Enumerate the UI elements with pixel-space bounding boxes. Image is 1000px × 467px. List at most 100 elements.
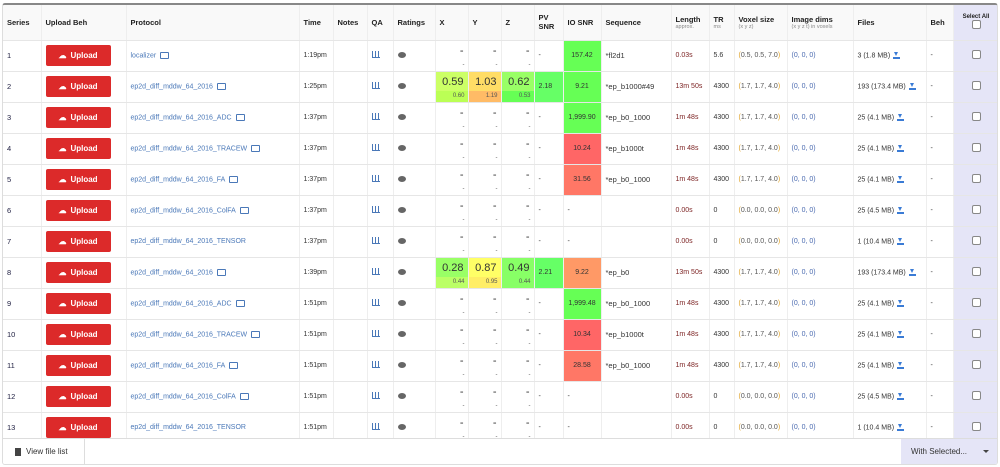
- chart-icon[interactable]: [371, 144, 380, 151]
- viewer-icon[interactable]: [239, 206, 249, 214]
- viewer-icon[interactable]: [251, 330, 261, 338]
- upload-button[interactable]: ☁ Upload: [45, 355, 111, 376]
- download-icon[interactable]: [897, 330, 905, 338]
- upload-button[interactable]: ☁ Upload: [45, 45, 111, 66]
- chart-icon[interactable]: [371, 299, 380, 306]
- chart-icon[interactable]: [371, 423, 380, 430]
- row-checkbox[interactable]: [971, 298, 981, 307]
- chart-icon[interactable]: [371, 268, 380, 275]
- viewer-icon[interactable]: [235, 113, 245, 121]
- protocol-link[interactable]: ep2d_diff_mddw_64_2016_ColFA: [130, 207, 236, 215]
- row-checkbox[interactable]: [971, 205, 981, 214]
- row-checkbox[interactable]: [971, 267, 981, 276]
- download-icon[interactable]: [897, 237, 905, 245]
- chart-icon[interactable]: [371, 392, 380, 399]
- comment-icon[interactable]: [397, 175, 406, 182]
- row-checkbox[interactable]: [971, 143, 981, 152]
- chart-icon[interactable]: [371, 175, 380, 182]
- select-all-checkbox[interactable]: [971, 19, 981, 29]
- with-selected-dropdown[interactable]: With Selected...: [901, 439, 997, 464]
- comment-icon[interactable]: [397, 144, 406, 151]
- upload-button[interactable]: ☁ Upload: [45, 324, 111, 345]
- protocol-link[interactable]: ep2d_diff_mddw_64_2016_TRACEW: [130, 331, 248, 339]
- download-icon[interactable]: [897, 144, 905, 152]
- chart-icon[interactable]: [371, 237, 380, 244]
- viewer-icon[interactable]: [216, 82, 226, 90]
- protocol-link[interactable]: localizer: [130, 52, 157, 60]
- upload-button[interactable]: ☁ Upload: [45, 107, 111, 128]
- chart-icon[interactable]: [371, 361, 380, 368]
- upload-button[interactable]: ☁ Upload: [45, 169, 111, 190]
- row-checkbox[interactable]: [971, 391, 981, 400]
- row-checkbox[interactable]: [971, 174, 981, 183]
- row-checkbox[interactable]: [971, 81, 981, 90]
- upload-button[interactable]: ☁ Upload: [45, 386, 111, 407]
- download-icon[interactable]: [897, 299, 905, 307]
- protocol-link[interactable]: ep2d_diff_mddw_64_2016: [130, 83, 213, 91]
- protocol-link[interactable]: ep2d_diff_mddw_64_2016_FA: [130, 362, 226, 370]
- viewer-icon[interactable]: [216, 268, 226, 276]
- notes[interactable]: [333, 71, 368, 103]
- comment-icon[interactable]: [397, 51, 406, 58]
- protocol-link[interactable]: ep2d_diff_mddw_64_2016_FA: [130, 176, 226, 184]
- comment-icon[interactable]: [397, 206, 406, 213]
- view-file-list-button[interactable]: View file list: [3, 439, 85, 464]
- protocol-link[interactable]: ep2d_diff_mddw_64_2016_ColFA: [130, 393, 236, 401]
- viewer-icon[interactable]: [251, 144, 261, 152]
- download-icon[interactable]: [893, 51, 901, 59]
- download-icon[interactable]: [897, 423, 905, 431]
- chart-icon[interactable]: [371, 206, 380, 213]
- col-protocol[interactable]: Protocol: [126, 5, 300, 41]
- upload-button[interactable]: ☁ Upload: [45, 293, 111, 314]
- notes[interactable]: [333, 288, 368, 320]
- row-checkbox[interactable]: [971, 50, 981, 59]
- notes[interactable]: [333, 40, 368, 72]
- download-icon[interactable]: [897, 113, 905, 121]
- notes[interactable]: [333, 195, 368, 227]
- protocol-link[interactable]: ep2d_diff_mddw_64_2016_ADC: [130, 300, 232, 308]
- upload-button[interactable]: ☁ Upload: [45, 417, 111, 438]
- notes[interactable]: [333, 133, 368, 165]
- viewer-icon[interactable]: [160, 51, 170, 59]
- notes[interactable]: [333, 257, 368, 289]
- notes[interactable]: [333, 350, 368, 382]
- row-checkbox[interactable]: [971, 236, 981, 245]
- viewer-icon[interactable]: [235, 299, 245, 307]
- download-icon[interactable]: [908, 82, 916, 90]
- chart-icon[interactable]: [371, 51, 380, 58]
- col-time[interactable]: Time: [299, 5, 334, 41]
- download-icon[interactable]: [908, 268, 916, 276]
- upload-button[interactable]: ☁ Upload: [45, 231, 111, 252]
- comment-icon[interactable]: [397, 113, 406, 120]
- upload-button[interactable]: ☁ Upload: [45, 262, 111, 283]
- row-checkbox[interactable]: [971, 360, 981, 369]
- row-checkbox[interactable]: [971, 112, 981, 121]
- row-checkbox[interactable]: [971, 422, 981, 431]
- col-series[interactable]: Series: [3, 5, 42, 41]
- comment-icon[interactable]: [397, 237, 406, 244]
- download-icon[interactable]: [897, 175, 905, 183]
- protocol-link[interactable]: ep2d_diff_mddw_64_2016_TRACEW: [130, 145, 248, 153]
- notes[interactable]: [333, 226, 368, 258]
- comment-icon[interactable]: [397, 268, 406, 275]
- download-icon[interactable]: [897, 206, 905, 214]
- comment-icon[interactable]: [397, 299, 406, 306]
- protocol-link[interactable]: ep2d_diff_mddw_64_2016: [130, 269, 213, 277]
- upload-button[interactable]: ☁ Upload: [45, 200, 111, 221]
- notes[interactable]: [333, 319, 368, 351]
- download-icon[interactable]: [897, 361, 905, 369]
- row-checkbox[interactable]: [971, 329, 981, 338]
- protocol-link[interactable]: ep2d_diff_mddw_64_2016_TENSOR: [130, 424, 246, 431]
- chart-icon[interactable]: [371, 113, 380, 120]
- comment-icon[interactable]: [397, 361, 406, 368]
- notes[interactable]: [333, 164, 368, 196]
- comment-icon[interactable]: [397, 330, 406, 337]
- notes[interactable]: [333, 102, 368, 134]
- viewer-icon[interactable]: [229, 175, 239, 183]
- chart-icon[interactable]: [371, 82, 380, 89]
- protocol-link[interactable]: ep2d_diff_mddw_64_2016_TENSOR: [130, 238, 246, 245]
- comment-icon[interactable]: [397, 82, 406, 89]
- viewer-icon[interactable]: [229, 361, 239, 369]
- protocol-link[interactable]: ep2d_diff_mddw_64_2016_ADC: [130, 114, 232, 122]
- comment-icon[interactable]: [397, 423, 406, 430]
